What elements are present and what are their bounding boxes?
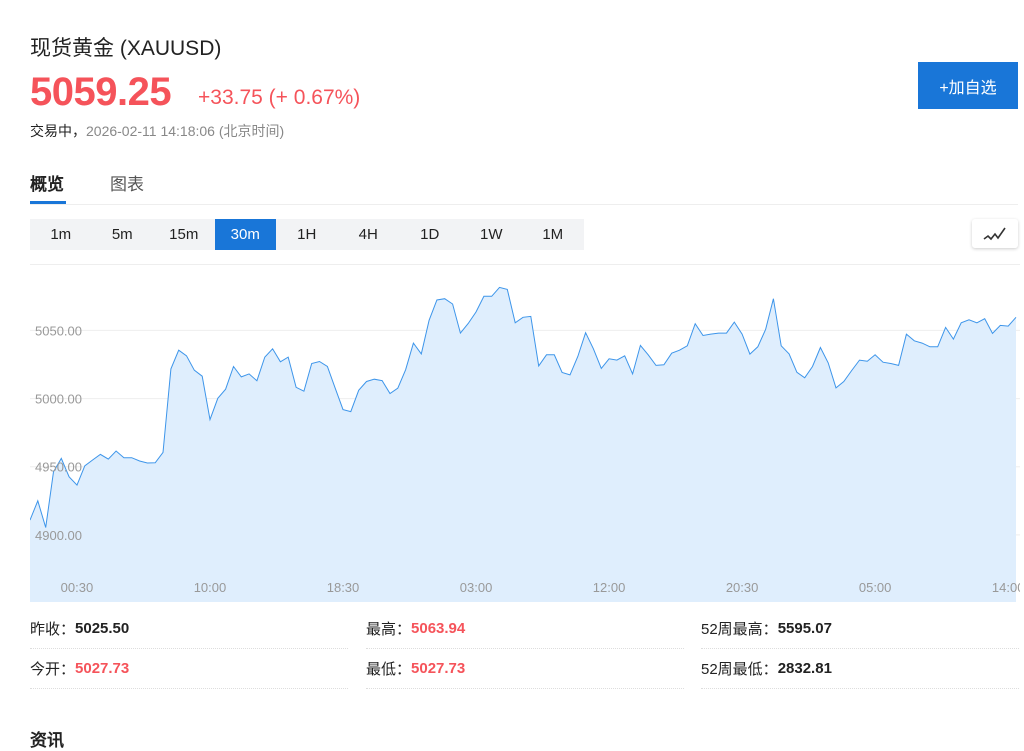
interval-1W[interactable]: 1W <box>480 226 503 243</box>
stat-item: 昨收： 5025.50 <box>30 609 348 649</box>
change-value: +33.75 <box>198 86 263 109</box>
x-tick-label: 20:30 <box>726 580 759 595</box>
instrument-title: 现货黄金 (XAUUSD) <box>30 32 221 62</box>
stat-item: 最低： 5027.73 <box>366 649 684 689</box>
interval-30m[interactable]: 30m <box>214 219 276 250</box>
stat-item: 52周最高： 5595.07 <box>701 609 1019 649</box>
tab-overview[interactable]: 概览 <box>30 175 64 194</box>
interval-1H[interactable]: 1H <box>297 226 317 243</box>
y-tick-label: 5000.00 <box>35 392 82 407</box>
x-tick-label: 00:30 <box>61 580 94 595</box>
x-tick-label: 03:00 <box>460 580 493 595</box>
x-tick-label: 10:00 <box>194 580 227 595</box>
x-tick-label: 05:00 <box>859 580 892 595</box>
stat-label: 最低： <box>366 661 412 678</box>
stat-value: 5063.94 <box>411 620 466 637</box>
y-tick-label: 4900.00 <box>35 528 82 543</box>
timestamp: 2026-02-11 14:18:06 <box>86 123 215 139</box>
interval-1D[interactable]: 1D <box>420 226 440 243</box>
price-area <box>30 287 1016 602</box>
interval-4H[interactable]: 4H <box>358 226 378 243</box>
interval-1M[interactable]: 1M <box>542 226 564 243</box>
add-watchlist-button[interactable]: +加自选 <box>918 62 1018 109</box>
chart-type-button[interactable] <box>972 219 1018 248</box>
instrument-name: 现货黄金 <box>30 37 114 60</box>
stat-label: 今开： <box>30 661 76 678</box>
x-tick-label: 18:30 <box>327 580 360 595</box>
price-line <box>30 286 1017 528</box>
stats-grid: 昨收： 5025.50 最高： 5063.94 52周最高： 5595.07 今开： 5027… <box>30 609 1020 689</box>
stat-item: 最高： 5063.94 <box>366 609 684 649</box>
line-chart-icon <box>983 227 1006 240</box>
price-chart[interactable]: 5050.00 5000.00 4950.00 4900.00 00:30 10:00 18… <box>30 264 1020 602</box>
stat-item: 52周最低： 2832.81 <box>701 649 1019 689</box>
stat-label: 52周最低： <box>701 661 778 678</box>
stat-value: 5027.73 <box>75 660 130 677</box>
stat-item: 今开： 5027.73 <box>30 649 348 689</box>
trading-status: 交易中，2026-02-11 14:18:06 (北京时间) <box>30 121 284 141</box>
change-percent: (+ 0.67%) <box>268 86 361 109</box>
instrument-symbol: (XAUUSD) <box>119 37 222 60</box>
y-tick-label: 4950.00 <box>35 460 82 475</box>
stat-label: 52周最高： <box>701 621 778 638</box>
stat-label: 最高： <box>366 621 412 638</box>
stat-value: 2832.81 <box>777 660 832 677</box>
current-price: 5059.25 <box>30 70 172 114</box>
price-change: +33.75 (+ 0.67%) <box>198 86 360 110</box>
x-tick-label: 12:00 <box>593 580 626 595</box>
stat-value: 5027.73 <box>411 660 466 677</box>
y-tick-label: 5050.00 <box>35 323 82 338</box>
interval-1m[interactable]: 1m <box>50 226 72 243</box>
status-text: 交易中， <box>30 123 86 139</box>
interval-5m[interactable]: 5m <box>111 226 133 243</box>
x-tick-label: 14:00 <box>992 580 1020 595</box>
stat-value: 5595.07 <box>777 620 832 637</box>
stat-label: 昨收： <box>30 621 76 638</box>
interval-15m[interactable]: 15m <box>169 226 199 243</box>
news-heading: 资讯 <box>30 731 64 750</box>
divider <box>30 204 1018 205</box>
interval-selector: 1m 5m 15m 30m 1H 4H 1D 1W 1M <box>30 219 584 250</box>
tab-chart[interactable]: 图表 <box>110 175 144 194</box>
timezone: (北京时间) <box>218 123 285 139</box>
active-tab-indicator <box>30 201 66 204</box>
stat-value: 5025.50 <box>75 620 130 637</box>
